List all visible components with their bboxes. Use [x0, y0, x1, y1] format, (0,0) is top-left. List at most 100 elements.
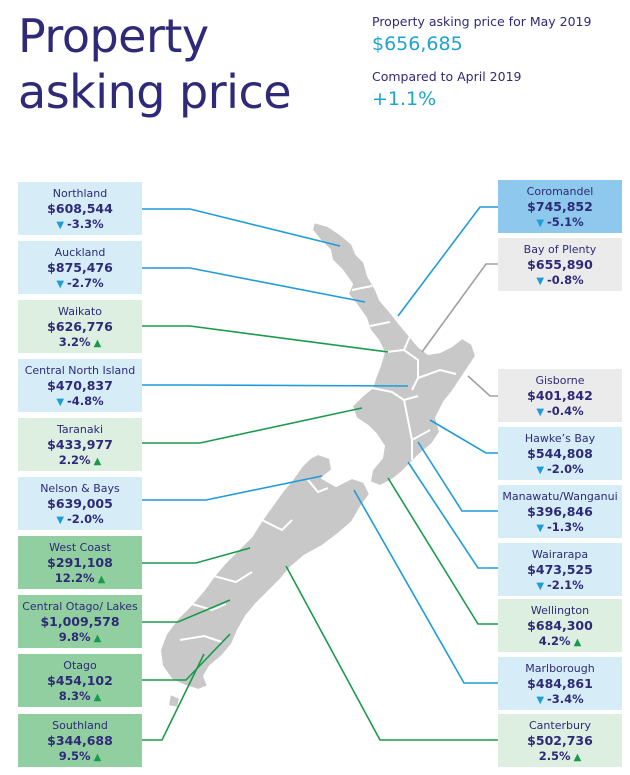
region-card-coromandel: Coromandel $745,852 ▼ -5.1% [498, 180, 622, 233]
down-arrow-icon: ▼ [56, 279, 65, 290]
leader-central-otago [142, 599, 231, 623]
down-arrow-icon: ▼ [536, 276, 545, 287]
region-card-central-otago: Central Otago/ Lakes $1,009,578 9.8% ▲ [18, 595, 142, 648]
region-change: ▼ -2.7% [18, 276, 142, 292]
region-change: ▼ -0.4% [498, 404, 622, 420]
region-change: 9.5% ▲ [18, 749, 142, 765]
region-card-bay-of-plenty: Bay of Plenty $655,890 ▼ -0.8% [498, 238, 622, 291]
down-arrow-icon: ▼ [56, 220, 65, 231]
region-change: 3.2% ▲ [18, 335, 142, 351]
region-change-value: -3.4% [547, 692, 584, 706]
region-name: Manawatu/Wanganui [502, 490, 618, 503]
region-change-value: -2.0% [67, 512, 104, 526]
leader-manawatu [417, 441, 498, 512]
leader-west-coast [142, 547, 251, 564]
down-arrow-icon: ▼ [536, 218, 545, 229]
region-card-waikato: Waikato $626,776 3.2% ▲ [18, 300, 142, 353]
region-name: Coromandel [526, 185, 594, 198]
region-change-value: 8.3% [58, 689, 91, 703]
title-line-2: asking price [18, 65, 292, 119]
region-price: $433,977 [47, 437, 113, 452]
region-price: $655,890 [527, 257, 593, 272]
up-arrow-icon: ▲ [93, 338, 102, 349]
region-change-value: 12.2% [54, 571, 95, 585]
region-card-marlborough: Marlborough $484,861 ▼ -3.4% [498, 657, 622, 710]
up-arrow-icon: ▲ [93, 752, 102, 763]
region-name: Marlborough [525, 662, 595, 675]
region-price: $745,852 [527, 199, 593, 214]
leader-coromandel [397, 206, 498, 317]
leader-central-north-island [142, 384, 409, 387]
summary-label-may: Property asking price for May 2019 [372, 14, 592, 29]
region-price: $344,688 [47, 733, 113, 748]
leader-hawkes-bay [429, 419, 498, 454]
region-card-nelson-bays: Nelson & Bays $639,005 ▼ -2.0% [18, 477, 142, 530]
region-card-auckland: Auckland $875,476 ▼ -2.7% [18, 241, 142, 294]
region-change-value: 2.2% [58, 453, 91, 467]
region-name: Auckland [54, 246, 106, 259]
leader-gisborne [467, 375, 498, 397]
leader-wairarapa [407, 461, 498, 569]
up-arrow-icon: ▲ [93, 692, 102, 703]
region-name: Canterbury [529, 719, 591, 732]
region-change-value: -3.3% [67, 217, 104, 231]
region-card-wairarapa: Wairarapa $473,525 ▼ -2.1% [498, 543, 622, 596]
region-change: ▼ -0.8% [498, 273, 622, 289]
north-island-shape [311, 221, 477, 487]
region-card-taranaki: Taranaki $433,977 2.2% ▲ [18, 418, 142, 471]
down-arrow-icon: ▼ [536, 695, 545, 706]
region-name: Wairarapa [531, 548, 589, 561]
region-price: $454,102 [47, 673, 113, 688]
region-price: $684,300 [527, 618, 593, 633]
region-card-wellington: Wellington $684,300 4.2% ▲ [498, 599, 622, 652]
region-change-value: -1.3% [547, 520, 584, 534]
summary-value-change: +1.1% [372, 88, 437, 110]
region-change: ▼ -2.1% [498, 578, 622, 594]
up-arrow-icon: ▲ [93, 456, 102, 467]
region-change: 2.2% ▲ [18, 453, 142, 469]
summary-label-compare: Compared to April 2019 [372, 69, 522, 84]
title-line-1: Property [18, 9, 209, 63]
leader-otago [142, 633, 231, 681]
region-price: $544,808 [527, 446, 593, 461]
leader-wellington [387, 477, 498, 625]
region-price: $608,544 [47, 201, 113, 216]
region-change-value: 9.5% [58, 749, 91, 763]
region-change: ▼ -5.1% [498, 215, 622, 231]
region-name: Nelson & Bays [40, 482, 120, 495]
leader-bay-of-plenty [421, 263, 498, 353]
region-change: 4.2% ▲ [498, 634, 622, 650]
region-name: Central North Island [24, 364, 136, 377]
region-price: $470,837 [47, 378, 113, 393]
region-name: Central Otago/ Lakes [22, 600, 138, 613]
leader-southland [142, 653, 205, 741]
region-change: ▼ -3.3% [18, 217, 142, 233]
leader-nelson-bays [142, 475, 323, 501]
region-card-central-north-island: Central North Island $470,837 ▼ -4.8% [18, 359, 142, 412]
down-arrow-icon: ▼ [536, 465, 545, 476]
region-change: ▼ -2.0% [18, 512, 142, 528]
region-change-value: -2.0% [547, 462, 584, 476]
region-name: Hawke’s Bay [524, 432, 596, 445]
region-change-value: 3.2% [58, 335, 91, 349]
region-borders [179, 285, 457, 643]
region-change: ▼ -2.0% [498, 462, 622, 478]
region-card-otago: Otago $454,102 8.3% ▲ [18, 654, 142, 707]
region-card-hawkes-bay: Hawke’s Bay $544,808 ▼ -2.0% [498, 427, 622, 480]
down-arrow-icon: ▼ [536, 523, 545, 534]
south-island-shape [159, 453, 371, 691]
region-change: ▼ -3.4% [498, 692, 622, 708]
leader-auckland [142, 267, 366, 303]
region-name: Northland [52, 187, 108, 200]
region-price: $1,009,578 [40, 614, 120, 629]
region-change: ▼ -1.3% [498, 520, 622, 536]
up-arrow-icon: ▲ [93, 633, 102, 644]
region-price: $875,476 [47, 260, 113, 275]
region-name: Taranaki [56, 423, 104, 436]
region-change: 12.2% ▲ [18, 571, 142, 587]
region-change-value: -0.8% [547, 273, 584, 287]
up-arrow-icon: ▲ [573, 637, 582, 648]
region-change-value: -0.4% [547, 404, 584, 418]
region-name: Gisborne [535, 374, 585, 387]
